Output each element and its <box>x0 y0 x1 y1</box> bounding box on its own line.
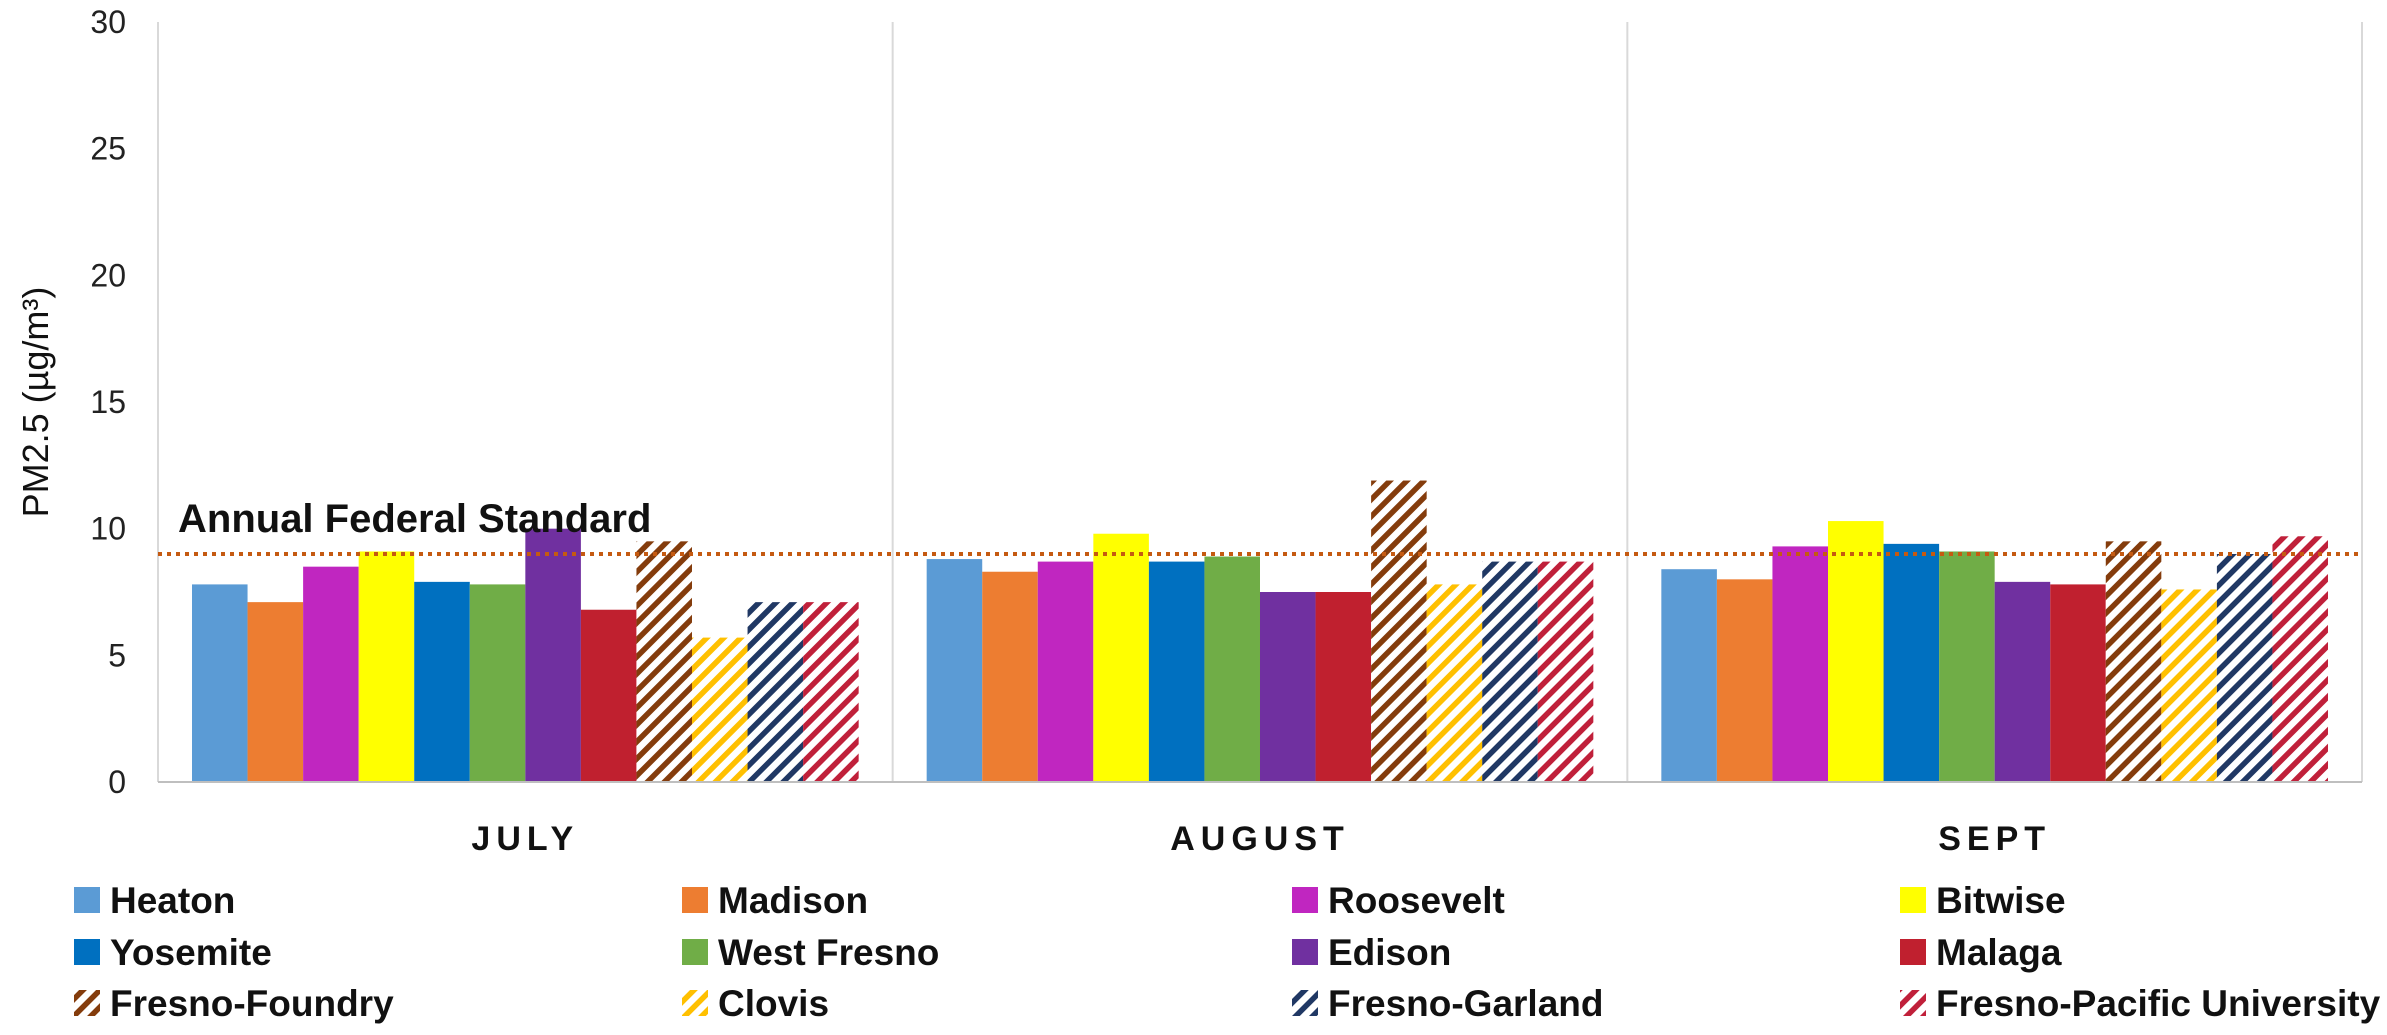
legend-swatch-fresno-foundry <box>74 990 100 1016</box>
bar-malaga-july <box>580 609 637 782</box>
bar-bitwise-august <box>1093 533 1149 782</box>
legend-label-clovis: Clovis <box>718 983 829 1024</box>
bar-heaton-july <box>192 584 248 782</box>
bar-heaton-august <box>926 559 983 782</box>
legend-label-fresno-foundry: Fresno-Foundry <box>110 983 394 1024</box>
bar-bitwise-sept <box>1828 521 1884 782</box>
y-tick-label: 25 <box>90 131 126 167</box>
legend-swatch-heaton <box>74 887 100 913</box>
legend-label-bitwise: Bitwise <box>1936 880 2066 921</box>
y-tick-label: 0 <box>108 764 126 800</box>
legend-label-madison: Madison <box>718 880 868 921</box>
bar-madison-sept <box>1716 579 1773 782</box>
y-tick-label: 30 <box>90 4 126 40</box>
legend-swatch-clovis <box>682 990 708 1016</box>
bar-fresno-pacific-university-sept <box>2272 536 2328 782</box>
y-tick-label: 15 <box>90 384 126 420</box>
legend: Heaton Madison Roosevelt Bitwise Yosemite Wes… <box>74 880 2381 1024</box>
y-tick-label: 5 <box>108 637 126 673</box>
bar-fresno-pacific-university-july <box>803 602 859 782</box>
x-category-label: AUGUST <box>1170 820 1350 858</box>
legend-swatch-fresno-garland <box>1292 990 1318 1016</box>
bar-yosemite-july <box>414 581 470 782</box>
bar-clovis-august <box>1426 584 1483 782</box>
bar-madison-august <box>982 571 1038 782</box>
bar-fresno-pacific-university-august <box>1537 561 1594 782</box>
bar-fresno-foundry-july <box>636 541 692 782</box>
legend-label-malaga: Malaga <box>1936 932 2062 973</box>
bar-clovis-july <box>692 637 748 782</box>
legend-label-fresno-garland: Fresno-Garland <box>1328 983 1604 1024</box>
bars-layer <box>192 480 2328 782</box>
bar-fresno-foundry-august <box>1371 480 1427 782</box>
bar-west-fresno-sept <box>1939 551 1995 782</box>
bar-west-fresno-july <box>469 584 526 782</box>
x-category-label: SEPT <box>1938 820 2051 858</box>
grid-layer <box>157 22 2363 782</box>
bar-edison-august <box>1260 592 1316 782</box>
bar-fresno-garland-sept <box>2216 554 2273 782</box>
bar-edison-july <box>525 528 581 782</box>
legend-swatch-malaga <box>1900 939 1926 965</box>
y-axis-label: PM2.5 (µg/m³) <box>15 287 56 518</box>
legend-label-heaton: Heaton <box>110 880 235 921</box>
legend-swatch-edison <box>1292 939 1318 965</box>
bar-malaga-sept <box>2050 584 2106 782</box>
legend-label-fresno-pacific-university: Fresno-Pacific University <box>1936 983 2381 1024</box>
bar-fresno-foundry-sept <box>2105 541 2162 782</box>
bar-malaga-august <box>1315 592 1372 782</box>
legend-label-yosemite: Yosemite <box>110 932 272 973</box>
legend-swatch-yosemite <box>74 939 100 965</box>
reference-line-layer: Annual Federal Standard <box>158 497 2362 556</box>
annual-standard-label: Annual Federal Standard <box>178 497 651 541</box>
legend-label-edison: Edison <box>1328 932 1451 973</box>
bar-west-fresno-august <box>1204 556 1260 782</box>
bar-roosevelt-sept <box>1772 546 1828 782</box>
bar-roosevelt-august <box>1037 561 1094 782</box>
legend-swatch-madison <box>682 887 708 913</box>
x-category-label: JULY <box>471 820 579 858</box>
bar-fresno-garland-august <box>1482 561 1538 782</box>
bar-heaton-sept <box>1661 569 1717 782</box>
legend-swatch-roosevelt <box>1292 887 1318 913</box>
bar-fresno-garland-july <box>747 602 804 782</box>
y-tick-label: 10 <box>90 511 126 547</box>
y-tick-label: 20 <box>90 257 126 293</box>
bar-clovis-sept <box>2161 589 2217 782</box>
legend-label-roosevelt: Roosevelt <box>1328 880 1505 921</box>
bar-yosemite-sept <box>1883 543 1940 782</box>
bar-roosevelt-july <box>303 566 359 782</box>
bar-edison-sept <box>1994 581 2051 782</box>
legend-label-west-fresno: West Fresno <box>718 932 939 973</box>
legend-swatch-fresno-pacific-university <box>1900 990 1926 1016</box>
legend-swatch-west-fresno <box>682 939 708 965</box>
bar-bitwise-july <box>358 551 415 782</box>
bar-madison-july <box>247 602 304 782</box>
bar-yosemite-august <box>1148 561 1205 782</box>
legend-swatch-bitwise <box>1900 887 1926 913</box>
axis-layer: 0 5 10 15 20 25 30 PM2.5 (µg/m³) JULY AUGUST SEPT <box>15 4 2362 858</box>
